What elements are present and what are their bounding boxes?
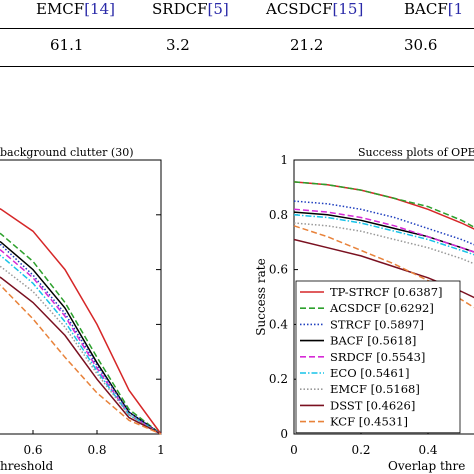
legend-label: DSST [0.4626] <box>330 398 415 412</box>
left-chart: 0.6 0.8 1 background clutter (30) hreshold <box>0 146 165 473</box>
legend-label: SRDCF [0.5543] <box>330 350 425 364</box>
legend-label: KCF [0.4531] <box>330 415 408 429</box>
right-series-line <box>293 222 474 265</box>
legend-label: STRCF [0.5897] <box>330 317 424 331</box>
right-series-line <box>293 214 474 256</box>
col-header-srdcf: SRDCF[5] <box>152 0 229 18</box>
left-series-line <box>0 284 162 435</box>
bottom-rule <box>0 66 474 67</box>
left-xtick-label: 1 <box>157 443 165 457</box>
right-chart-title: Success plots of OPE <box>358 146 474 159</box>
table-header-row: EMCF[14] SRDCF[5] ACSDCF[15] BACF[1 <box>0 0 474 28</box>
cell-bacf-value: 30.6 <box>404 36 438 54</box>
legend-label: TP-STRCF [0.6387] <box>330 285 443 299</box>
legend-label: BACF [0.5618] <box>330 334 416 348</box>
header-rule <box>0 28 474 29</box>
cell-acsdcf-value: 21.2 <box>290 36 324 54</box>
left-plot-frame <box>0 159 162 435</box>
legend-label: ACSDCF [0.6292] <box>329 301 434 315</box>
left-xtick-label: 0.8 <box>87 443 106 457</box>
right-ytick-label: 0.6 <box>269 263 288 277</box>
right-legend: TP-STRCF [0.6387] ACSDCF [0.6292] STRCF [0… <box>295 280 461 434</box>
right-xtick-label: 0 <box>290 443 298 457</box>
right-series-line <box>293 181 474 228</box>
left-series-line <box>0 232 162 435</box>
left-chart-title: background clutter (30) <box>0 146 134 159</box>
right-plot-frame <box>293 159 474 435</box>
legend-label: EMCF [0.5168] <box>330 382 420 396</box>
right-xtick-label: 0.4 <box>418 443 437 457</box>
cell-srdcf-value: 3.2 <box>166 36 190 54</box>
left-series-line <box>0 243 162 435</box>
left-series-line <box>0 265 162 435</box>
right-ytick-label: 0.2 <box>269 372 288 386</box>
right-series-line <box>293 238 474 299</box>
right-chart: 0 0.2 0.4 0.6 0.8 1 0 0.2 0.4 Success plots of OP… <box>254 146 474 473</box>
right-yaxis-label: Success rate <box>254 258 268 335</box>
cell-emcf-value: 61.1 <box>50 36 84 54</box>
right-xtick-label: 0.2 <box>351 443 370 457</box>
col-header-emcf: EMCF[14] <box>36 0 115 18</box>
right-series-line <box>293 225 474 309</box>
right-xaxis-label: Overlap thre <box>388 459 465 473</box>
right-ytick-label: 0 <box>280 427 288 441</box>
left-xaxis-label: hreshold <box>0 459 54 473</box>
left-series-line <box>0 240 162 435</box>
right-ytick-label: 0.4 <box>269 317 288 331</box>
right-ytick-label: 1 <box>280 153 288 167</box>
col-header-bacf: BACF[1 <box>404 0 464 18</box>
left-xtick-label: 0.6 <box>23 443 42 457</box>
col-header-acsdcf: ACSDCF[15] <box>266 0 364 18</box>
results-table: EMCF[14] SRDCF[5] ACSDCF[15] BACF[1 61.1… <box>0 0 474 80</box>
left-series-line <box>0 276 162 435</box>
right-series-line <box>293 200 474 246</box>
left-series-line <box>0 254 162 435</box>
legend-label: ECO [0.5461] <box>330 366 410 380</box>
right-series-line <box>293 208 474 253</box>
table-row: 61.1 3.2 21.2 30.6 <box>0 30 474 60</box>
right-ytick-label: 0.8 <box>269 208 288 222</box>
left-series-line <box>0 208 162 435</box>
